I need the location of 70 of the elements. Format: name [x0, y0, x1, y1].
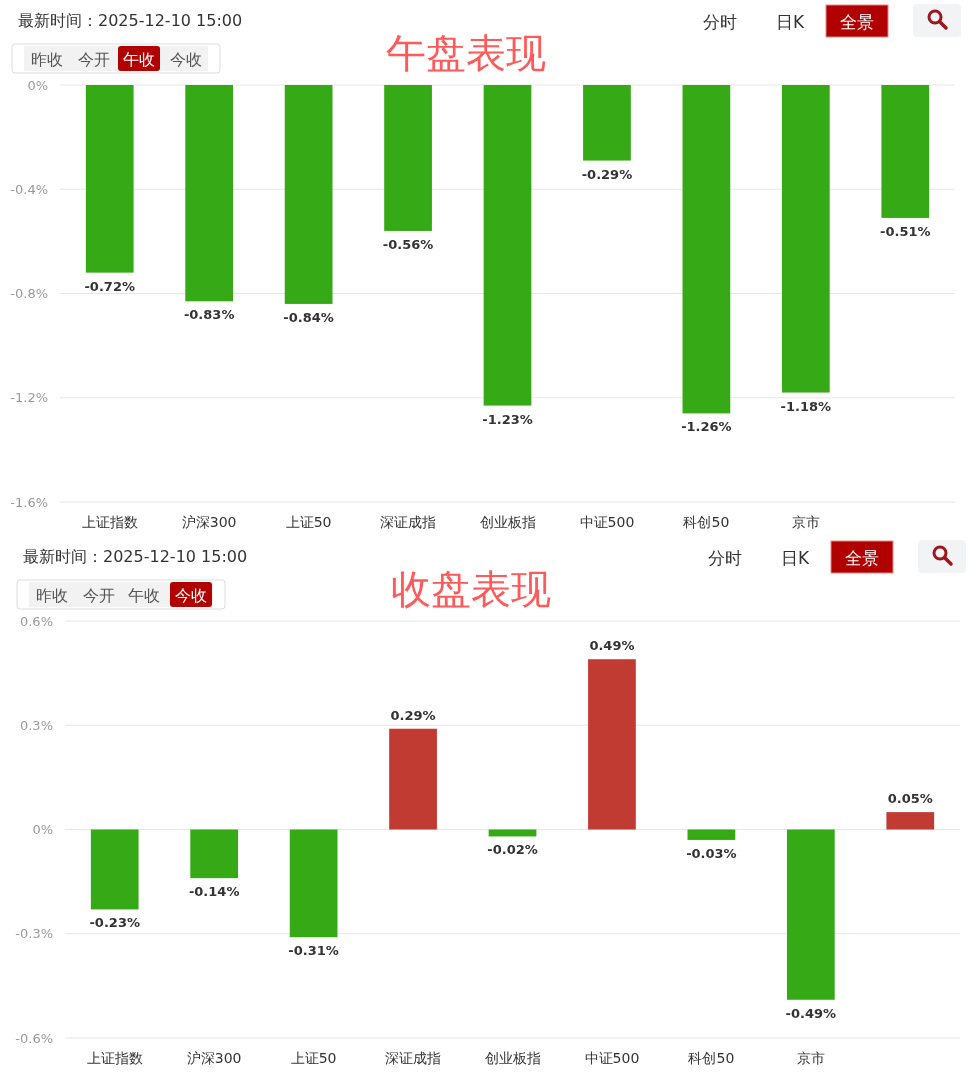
y-tick-label: -1.2% — [10, 390, 48, 406]
data-label: -0.14% — [188, 884, 240, 900]
chart-title: 午盘表现 — [386, 30, 546, 76]
data-label: -0.23% — [89, 915, 140, 931]
data-label: -0.56% — [382, 236, 434, 252]
text: 午收 — [128, 586, 160, 605]
x-tick-label: 科创50 — [688, 1050, 735, 1066]
text: 今收 — [175, 586, 207, 605]
x-tick-label: 深证成指 — [380, 514, 437, 530]
y-tick-label: -0.6% — [15, 1030, 53, 1046]
data-label: -0.83% — [183, 307, 235, 323]
y-tick-label: -0.8% — [10, 286, 48, 302]
chart-subtitle: 最新时间：2025-12-10 15:00 — [23, 547, 248, 566]
x-tick-label: 深证成指 — [385, 1050, 442, 1066]
data-label: 0.49% — [589, 638, 635, 654]
bar — [190, 829, 239, 879]
x-tick-label: 京市 — [791, 514, 820, 530]
text: 日K — [780, 548, 810, 568]
x-tick-label: 上证指数 — [86, 1050, 143, 1066]
bar — [886, 812, 935, 830]
y-tick-label: 0% — [27, 77, 48, 93]
data-label: 0.29% — [390, 707, 436, 723]
x-tick-label: 沪深300 — [186, 1050, 242, 1066]
x-tick-label: 上证指数 — [81, 514, 138, 530]
x-tick-label: 上证50 — [285, 514, 332, 530]
text: 全景 — [840, 12, 874, 32]
x-tick-label: 京市 — [796, 1050, 825, 1066]
data-label: -0.31% — [288, 943, 339, 959]
data-label: -0.49% — [785, 1005, 837, 1021]
text: 分时 — [703, 12, 737, 32]
y-tick-label: -1.6% — [10, 494, 48, 510]
chart-title: 收盘表现 — [391, 566, 551, 612]
data-label: -0.51% — [880, 223, 931, 239]
chart-subtitle: 最新时间：2025-12-10 15:00 — [18, 11, 243, 30]
bar — [289, 829, 338, 938]
x-tick-label: 创业板指 — [479, 514, 536, 530]
text: 今开 — [83, 586, 115, 605]
data-label: -1.26% — [681, 419, 732, 435]
bar — [588, 659, 636, 830]
text: 今开 — [78, 50, 110, 69]
text: 午收 — [123, 50, 155, 69]
y-tick-label: 0.6% — [19, 613, 53, 629]
text: 日K — [775, 12, 805, 32]
y-tick-label: 0% — [32, 822, 53, 838]
text: 昨收 — [36, 586, 68, 605]
data-label: -0.84% — [283, 309, 334, 325]
x-tick-label: 沪深300 — [181, 514, 237, 530]
bar — [786, 829, 835, 1000]
x-tick-label: 中证500 — [579, 514, 635, 530]
x-tick-label: 中证500 — [584, 1050, 640, 1066]
data-label: -0.02% — [487, 842, 538, 858]
text: 今收 — [170, 50, 202, 69]
x-tick-label: 创业板指 — [484, 1050, 541, 1066]
text: 全景 — [845, 548, 879, 568]
text: 分时 — [708, 548, 742, 568]
data-label: -0.72% — [84, 278, 135, 294]
y-tick-label: -0.4% — [10, 181, 48, 197]
bar — [90, 829, 139, 910]
x-tick-label: 科创50 — [683, 514, 730, 530]
y-tick-label: 0.3% — [19, 717, 53, 733]
x-tick-label: 上证50 — [290, 1050, 337, 1066]
data-label: -0.03% — [686, 845, 737, 861]
y-tick-label: -0.3% — [15, 926, 53, 942]
bar — [389, 728, 437, 830]
data-label: -1.23% — [482, 411, 533, 427]
data-label: -0.29% — [581, 166, 633, 182]
data-label: -1.18% — [780, 398, 832, 414]
text: 昨收 — [31, 50, 63, 69]
bar — [687, 829, 736, 840]
data-label: 0.05% — [887, 791, 933, 807]
